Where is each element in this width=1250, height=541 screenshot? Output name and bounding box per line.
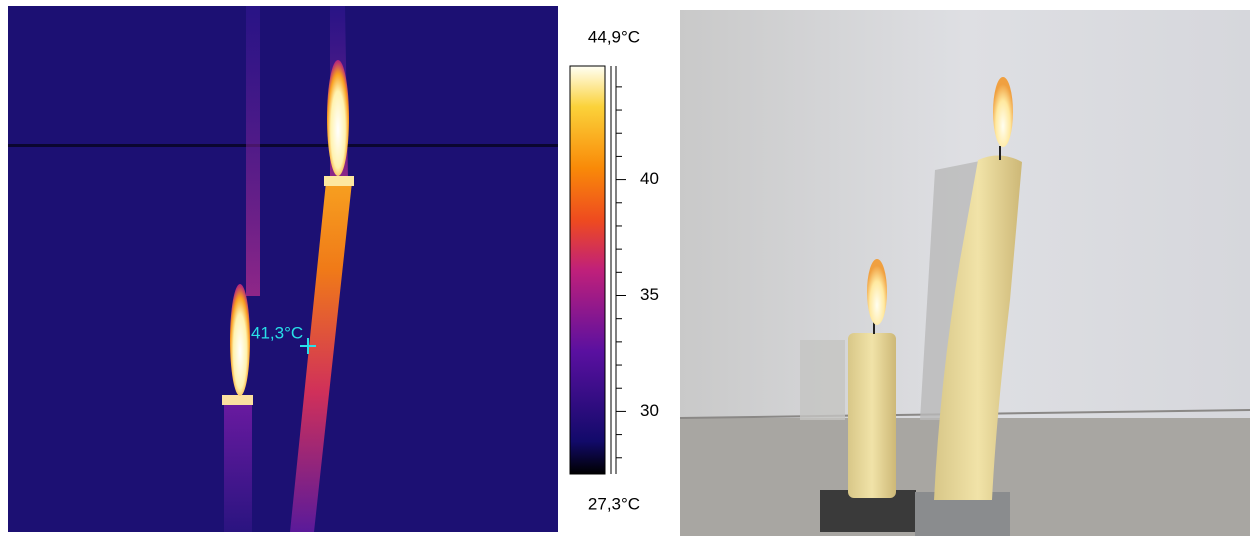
min-label: 27,3°C [588, 494, 640, 513]
color-bar [569, 65, 606, 475]
tick-label: 35 [640, 285, 659, 304]
spot-label: 41,3°C [251, 323, 303, 342]
photo [679, 10, 1250, 536]
tick-label: 40 [640, 169, 659, 188]
tick-label: 30 [640, 401, 659, 420]
color-scale: 44,9°C 27,3°C 30 35 40 [569, 27, 659, 513]
thermal-image: 41,3°C [8, 6, 558, 532]
max-label: 44,9°C [588, 27, 640, 46]
